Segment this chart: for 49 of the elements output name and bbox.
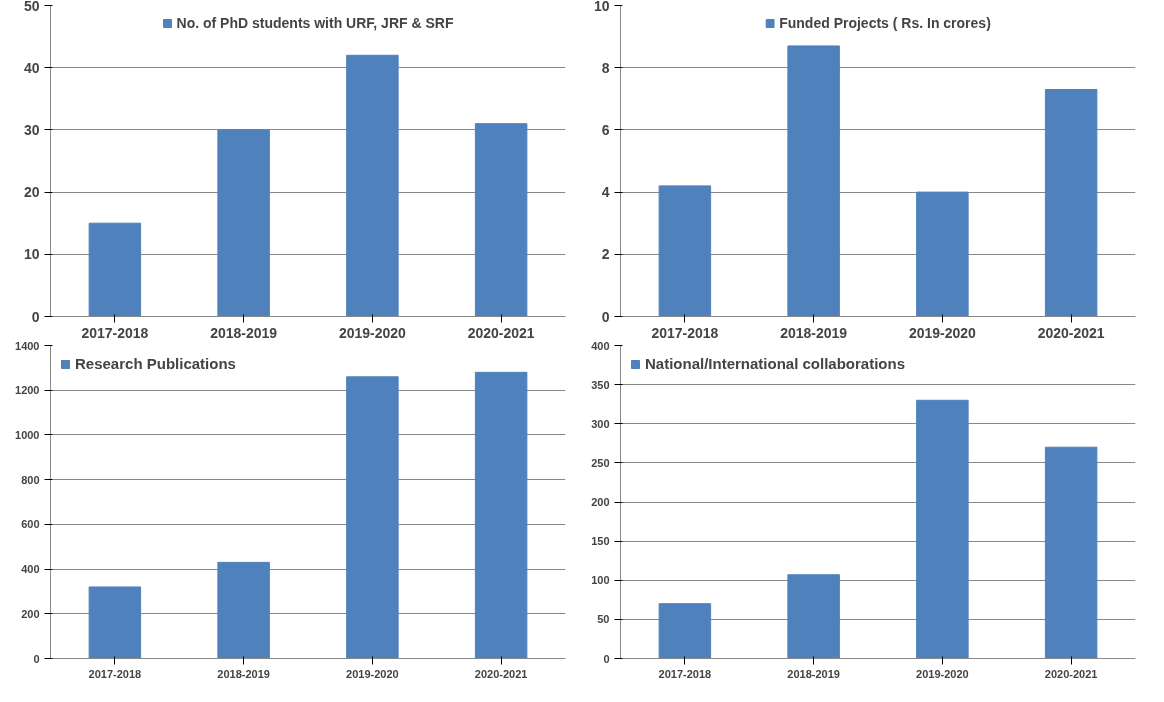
y-tick-label: 600 <box>21 518 40 531</box>
y-tick-label: 10 <box>593 0 610 14</box>
y-tick-label: 10 <box>23 246 40 263</box>
y-tick-label: 30 <box>23 121 40 138</box>
x-tick-label: 2019-2020 <box>916 667 969 680</box>
y-tick-label: 0 <box>31 308 40 325</box>
x-tick-label: 2018-2019 <box>210 324 278 341</box>
y-tick-label: 50 <box>597 613 610 626</box>
y-tick-label: 0 <box>603 652 610 665</box>
y-tick-label: 40 <box>23 59 40 76</box>
y-tick-label: 20 <box>23 184 40 201</box>
y-tick-label: 350 <box>591 378 610 391</box>
x-tick-label: 2017-2018 <box>651 324 719 341</box>
y-tick-label: 400 <box>21 563 40 576</box>
y-tick-label: 800 <box>21 473 40 486</box>
y-tick-label: 200 <box>21 607 40 620</box>
legend-label: Funded Projects ( Rs. In crores) <box>779 15 991 31</box>
x-tick-label: 2017-2018 <box>81 324 149 341</box>
x-tick-label: 2019-2020 <box>346 667 399 680</box>
y-tick-label: 250 <box>591 456 610 469</box>
x-tick-label: 2018-2019 <box>217 667 270 680</box>
y-tick-label: 1200 <box>15 384 40 397</box>
x-tick-label: 2020-2021 <box>1037 324 1105 341</box>
y-tick-label: 300 <box>591 417 610 430</box>
y-tick-label: 1400 <box>15 339 40 352</box>
y-tick-label: 6 <box>601 121 610 138</box>
y-tick-label: 2 <box>601 246 610 263</box>
legend-label: No. of PhD students with URF, JRF & SRF <box>176 15 454 31</box>
x-tick-label: 2020-2021 <box>1044 667 1098 680</box>
y-tick-label: 4 <box>601 184 610 201</box>
y-tick-label: 0 <box>601 308 610 325</box>
x-tick-label: 2018-2019 <box>780 324 848 341</box>
y-tick-label: 1000 <box>15 428 40 441</box>
x-tick-label: 2019-2020 <box>908 324 977 341</box>
x-tick-label: 2017-2018 <box>88 667 142 680</box>
x-tick-label: 2019-2020 <box>338 324 407 341</box>
y-tick-label: 8 <box>601 59 610 76</box>
legend-label: Research Publications <box>75 355 236 372</box>
x-tick-label: 2020-2021 <box>474 667 528 680</box>
y-tick-label: 100 <box>591 574 610 587</box>
legend-label: National/International collaborations <box>645 355 906 372</box>
x-tick-label: 2017-2018 <box>658 667 712 680</box>
x-tick-label: 2020-2021 <box>467 324 535 341</box>
x-tick-label: 2018-2019 <box>787 667 840 680</box>
y-tick-label: 0 <box>33 652 40 665</box>
y-tick-label: 150 <box>591 535 610 548</box>
y-tick-label: 50 <box>23 0 40 14</box>
y-tick-label: 200 <box>591 496 610 508</box>
y-tick-label: 400 <box>591 339 610 352</box>
